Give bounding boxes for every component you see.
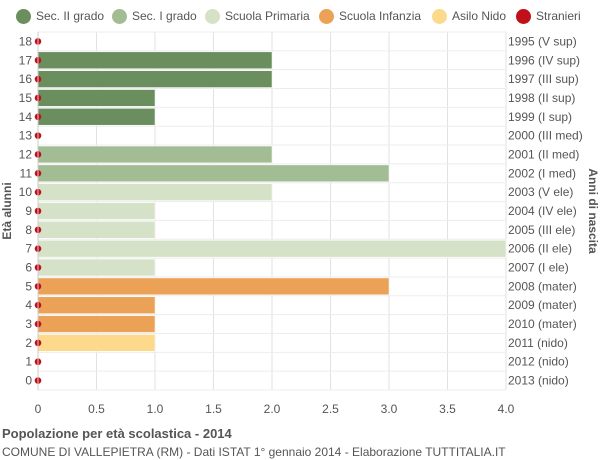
x-tick-label: 3.0: [381, 402, 398, 416]
year-tick-label: 1998 (II sup): [508, 91, 575, 105]
age-tick-label: 3: [25, 317, 32, 331]
year-tick-label: 2012 (nido): [508, 355, 569, 369]
bar-age-8: [37, 221, 156, 239]
x-tick-label: 1.0: [147, 402, 164, 416]
bar-age-4: [37, 296, 156, 314]
year-tick-label: 1996 (IV sup): [508, 53, 580, 67]
year-tick-label: 2007 (I ele): [508, 261, 569, 275]
bar-age-2: [37, 334, 156, 352]
age-tick-label: 11: [20, 166, 33, 180]
x-tick-label: 2.5: [322, 402, 339, 416]
year-tick-label: 1997 (III sup): [508, 72, 579, 86]
age-tick-label: 7: [25, 242, 32, 256]
legend-swatch-sec-ii-grado: [16, 8, 31, 24]
legend-item-scuola-primaria: Scuola Primaria: [205, 6, 310, 26]
legend: Sec. II grado Sec. I grado Scuola Primar…: [0, 6, 600, 26]
year-tick-label: 2005 (III ele): [508, 223, 575, 237]
bar-age-11: [37, 164, 390, 182]
x-tick-label: 0: [35, 402, 42, 416]
year-tick-label: 2010 (mater): [508, 317, 577, 331]
legend-swatch-scuola-primaria: [205, 8, 220, 24]
legend-label-sec-i-grado: Sec. I grado: [132, 9, 197, 23]
age-tick-label: 6: [25, 261, 32, 275]
legend-item-stranieri: Stranieri: [516, 6, 581, 26]
bar-age-16: [37, 70, 273, 88]
year-tick-label: 2002 (I med): [508, 166, 576, 180]
x-tick-label: 3.5: [439, 402, 456, 416]
year-tick-label: 1995 (V sup): [508, 34, 577, 48]
year-tick-label: 2011 (nido): [508, 336, 568, 350]
year-tick-label: 2001 (II med): [508, 147, 579, 161]
bar-age-9: [37, 202, 156, 220]
age-tick-label: 1: [25, 355, 32, 369]
bar-age-3: [37, 315, 156, 333]
legend-item-scuola-infanzia: Scuola Infanzia: [319, 6, 421, 26]
year-tick-label: 2008 (mater): [508, 279, 577, 293]
year-tick-label: 1999 (I sup): [508, 110, 572, 124]
bar-age-17: [37, 51, 273, 69]
age-tick-label: 8: [25, 223, 32, 237]
bar-age-15: [37, 89, 156, 107]
age-tick-label: 16: [19, 72, 33, 86]
year-tick-label: 2009 (mater): [508, 298, 577, 312]
age-tick-label: 12: [19, 147, 33, 161]
bar-age-7: [37, 240, 507, 258]
legend-item-asilo-nido: Asilo Nido: [432, 6, 506, 26]
legend-label-scuola-infanzia: Scuola Infanzia: [339, 9, 422, 23]
bar-age-5: [37, 277, 390, 296]
y-axis-title-right: Anni di nascita: [586, 168, 600, 254]
legend-label-scuola-primaria: Scuola Primaria: [225, 9, 310, 23]
x-tick-label: 4.0: [498, 402, 515, 416]
legend-swatch-scuola-infanzia: [319, 8, 334, 24]
legend-item-sec-i-grado: Sec. I grado: [112, 6, 197, 26]
chart-source: COMUNE DI VALLEPIETRA (RM) - Dati ISTAT …: [2, 445, 506, 459]
legend-item-sec-ii-grado: Sec. II grado: [16, 6, 104, 26]
age-tick-label: 13: [19, 129, 33, 143]
year-tick-label: 2006 (II ele): [508, 242, 572, 256]
year-tick-label: 2004 (IV ele): [508, 204, 577, 218]
bar-age-14: [37, 108, 156, 126]
age-tick-label: 0: [25, 374, 32, 388]
x-tick-label: 1.5: [205, 402, 222, 416]
year-tick-label: 2003 (V ele): [508, 185, 573, 199]
legend-label-sec-ii-grado: Sec. II grado: [36, 9, 105, 23]
legend-swatch-sec-i-grado: [112, 8, 127, 24]
year-tick-label: 2000 (III med): [508, 129, 583, 143]
bar-age-10: [37, 183, 273, 201]
x-tick-label: 0.5: [88, 402, 105, 416]
age-tick-label: 15: [19, 91, 33, 105]
x-tick-label: 2.0: [264, 402, 281, 416]
age-tick-label: 9: [25, 204, 32, 218]
bar-age-12: [37, 145, 273, 164]
chart-title: Popolazione per età scolastica - 2014: [2, 426, 232, 441]
age-tick-label: 17: [19, 53, 33, 67]
legend-swatch-stranieri: [516, 8, 531, 24]
y-axis-title: Età alunni: [0, 182, 14, 239]
age-tick-label: 2: [25, 336, 32, 350]
legend-label-asilo-nido: Asilo Nido: [452, 9, 507, 23]
bar-age-6: [37, 258, 156, 277]
age-tick-label: 5: [25, 279, 32, 293]
age-tick-label: 4: [25, 298, 32, 312]
age-tick-label: 10: [19, 185, 33, 199]
age-tick-label: 14: [19, 110, 33, 124]
age-tick-label: 18: [19, 34, 33, 48]
legend-swatch-asilo-nido: [432, 8, 447, 24]
year-tick-label: 2013 (nido): [508, 374, 569, 388]
legend-label-stranieri: Stranieri: [536, 9, 581, 23]
